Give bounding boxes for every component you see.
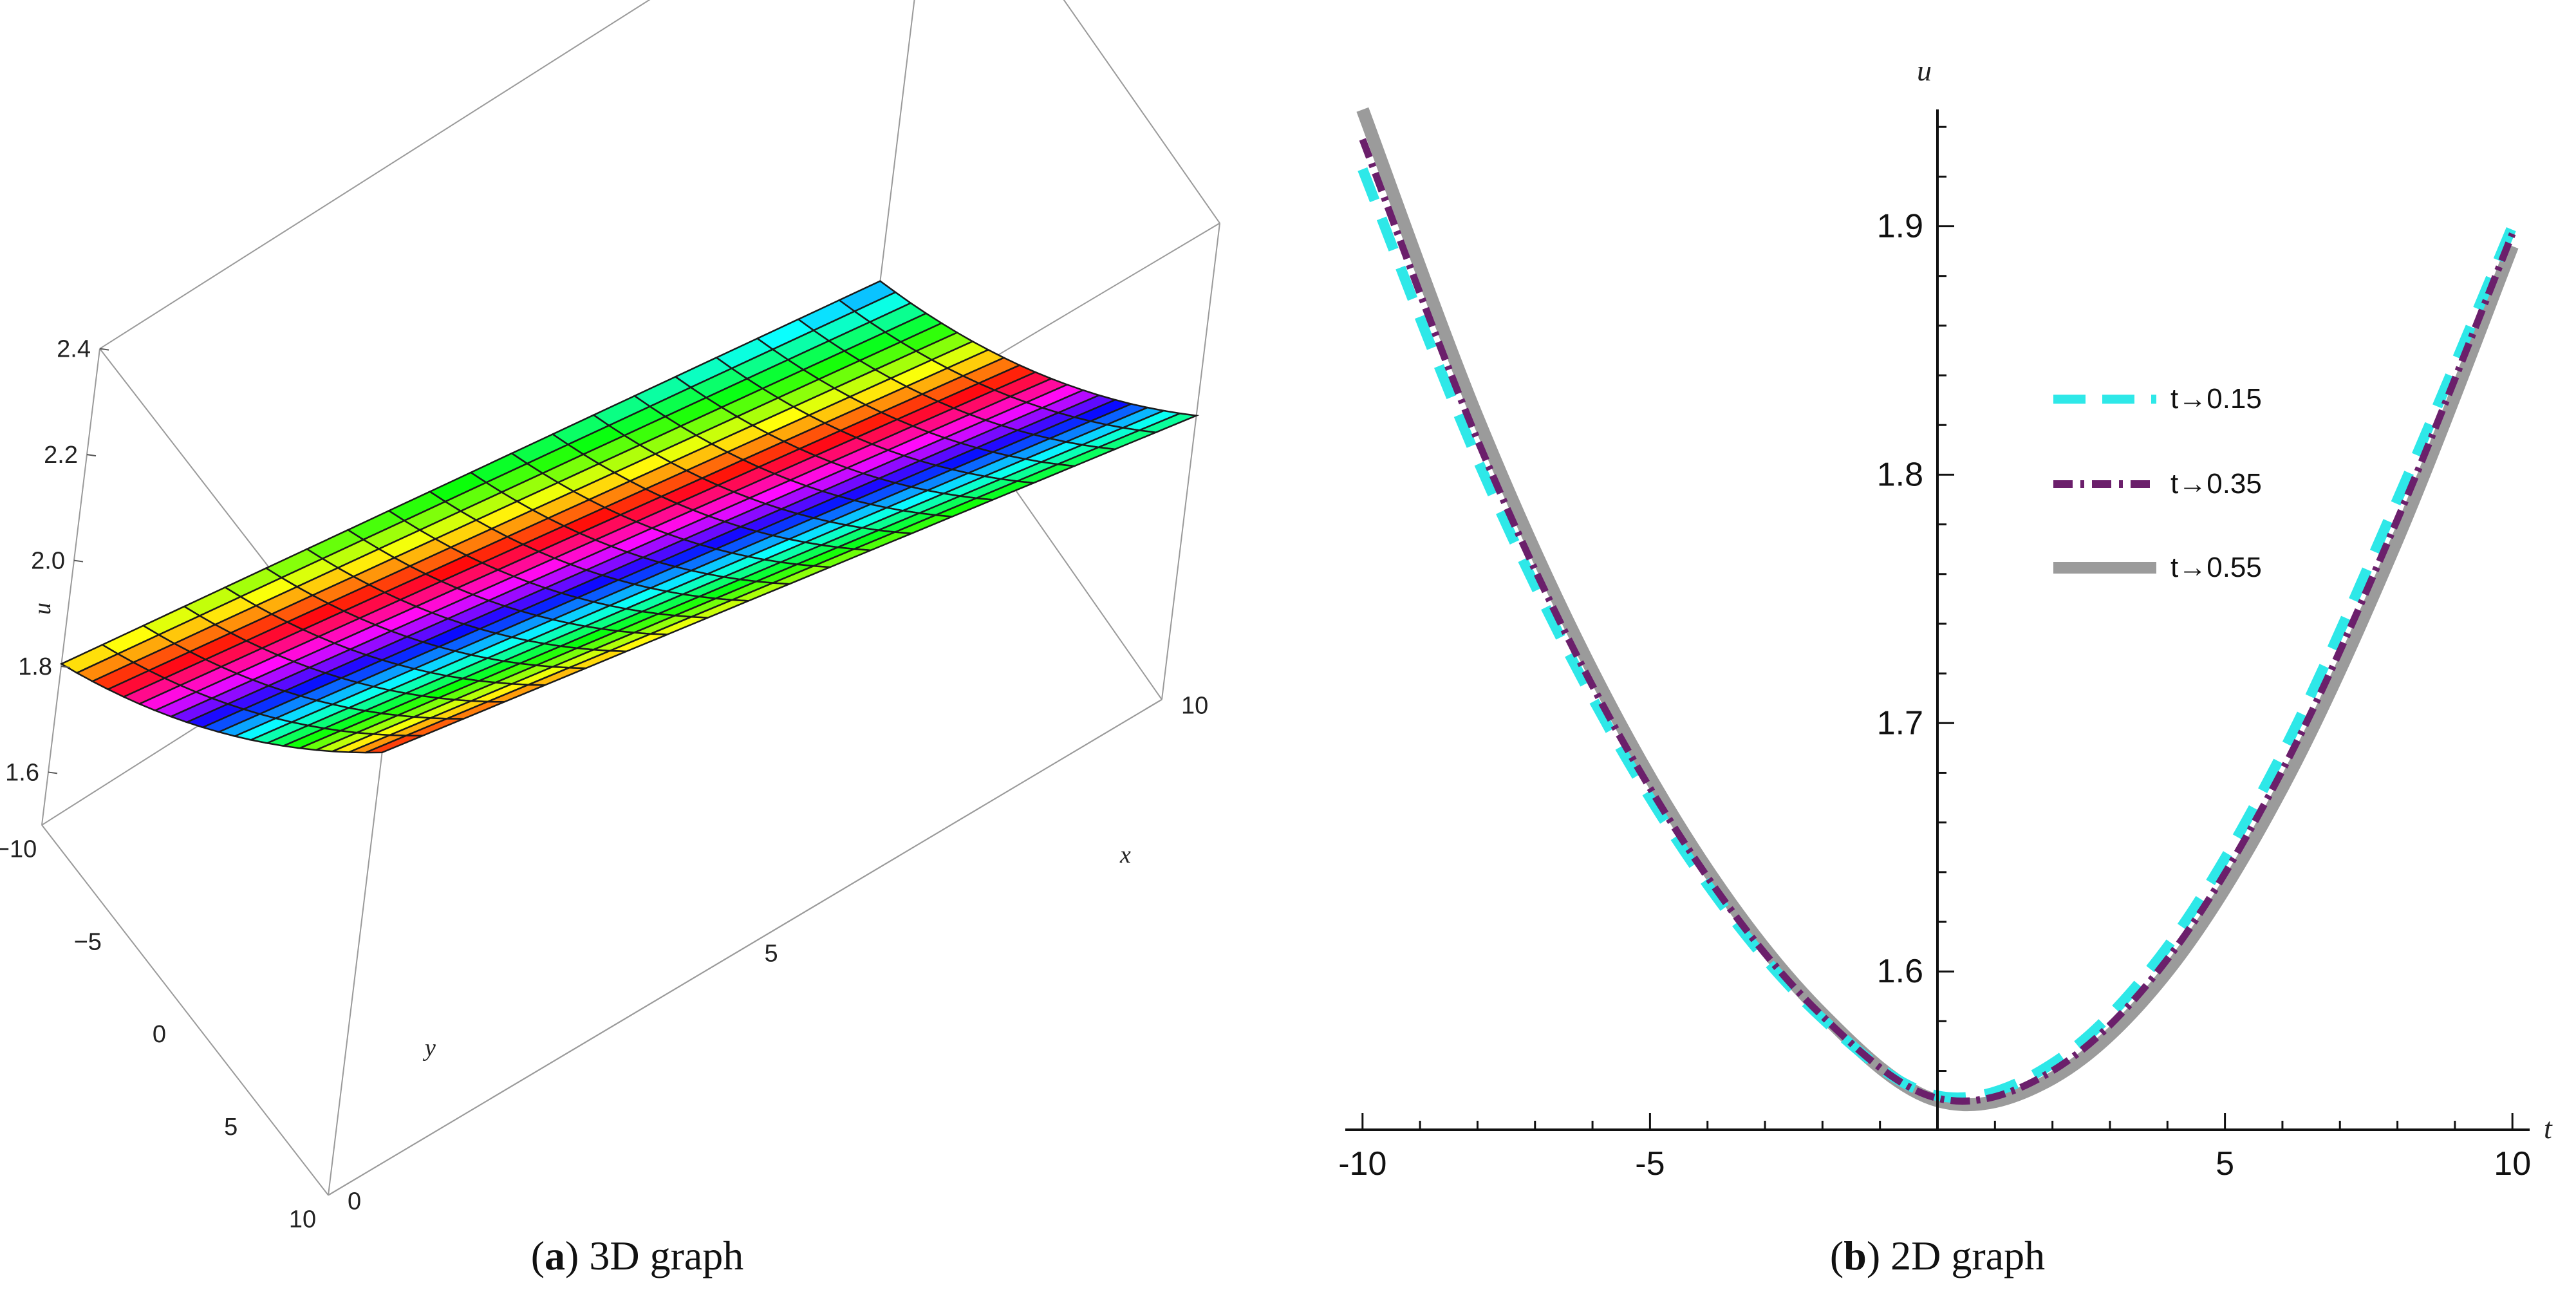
panel-3d-graph: 1.6 1.8 2.0 2.2 2.4 −10 −5 0 5 10 0 5 10 u y x xyxy=(0,0,1220,1233)
x-tick-label: 0 xyxy=(348,1188,361,1215)
z-tick-label: 2.0 xyxy=(31,548,65,575)
z-tick-label: 1.8 xyxy=(18,653,52,680)
box-edge-front xyxy=(328,698,1162,1196)
panel-2d-graph: -10 -5 5 10 1.6 1.7 1.8 1.9 u t t→0.15 t→0.35 t… xyxy=(1338,54,2553,1183)
legend-label-series-2: t→0.35 xyxy=(2170,468,2262,500)
y-tick-label: 0 xyxy=(153,1021,166,1048)
x-axis-name: t xyxy=(2544,1112,2553,1145)
legend-label-series-1: t→0.15 xyxy=(2170,383,2262,415)
z-axis-label: u xyxy=(29,603,56,615)
legend: t→0.15 t→0.35 t→0.55 xyxy=(2053,383,2262,583)
box-edge-vertical-a xyxy=(41,348,100,825)
y-tick-label: 1.7 xyxy=(1877,704,1923,742)
caption-a-text: 3D graph xyxy=(579,1233,743,1278)
x-tick-label: 5 xyxy=(2216,1145,2234,1183)
caption-b: (b) 2D graph xyxy=(1830,1233,2045,1278)
y-tick-label: −5 xyxy=(74,928,102,955)
y-tick-label: 1.9 xyxy=(1877,208,1923,245)
legend-label-series-3: t→0.55 xyxy=(2170,552,2262,583)
z-tick-label: 2.4 xyxy=(57,336,91,363)
x-tick-label: 10 xyxy=(1181,693,1208,720)
surface-cell xyxy=(365,735,424,754)
z-tick-mark xyxy=(99,348,109,351)
x-axis-label: x xyxy=(1119,841,1131,868)
box-edge-top-d xyxy=(99,0,651,350)
x-tick-label: 5 xyxy=(765,941,778,968)
z-tick-mark xyxy=(61,666,71,668)
x-tick-label: 10 xyxy=(2494,1145,2531,1183)
caption-a: (a) 3D graph xyxy=(531,1233,744,1278)
y-tick-label: 5 xyxy=(224,1114,238,1141)
z-tick-label: 1.6 xyxy=(5,759,39,786)
box-edge-top-c xyxy=(1063,0,1220,224)
x-tick-label: -10 xyxy=(1338,1145,1386,1183)
caption-a-label: a xyxy=(545,1233,565,1278)
box-edge-vertical-d xyxy=(878,0,915,294)
y-tick-label: 1.6 xyxy=(1877,953,1923,990)
z-tick-mark xyxy=(48,771,58,774)
axes-2d: -10 -5 5 10 1.6 1.7 1.8 1.9 xyxy=(1338,109,2531,1183)
box-edge-bottom-a xyxy=(41,825,329,1196)
axis-ticks-3d: 1.6 1.8 2.0 2.2 2.4 −10 −5 0 5 10 0 5 10 xyxy=(0,336,1208,1233)
y-axis-label: y xyxy=(422,1034,436,1062)
caption-b-label: b xyxy=(1843,1233,1867,1278)
x-tick-label: -5 xyxy=(1635,1145,1665,1183)
z-tick-mark xyxy=(86,454,97,457)
surface-plot xyxy=(59,280,1200,754)
z-tick-mark xyxy=(73,559,84,563)
caption-b-text: 2D graph xyxy=(1880,1233,2045,1278)
y-tick-label: 1.8 xyxy=(1877,456,1923,493)
z-tick-label: 2.2 xyxy=(44,442,78,469)
y-tick-label: −10 xyxy=(0,836,37,863)
bounding-box-front-edges xyxy=(328,698,1162,1196)
series-line-2 xyxy=(1359,138,2516,1105)
box-edge-vertical-c xyxy=(1161,223,1220,700)
y-axis-name: u xyxy=(1917,54,1932,87)
box-edge-vertical-b xyxy=(328,718,387,1195)
y-tick-label: 10 xyxy=(289,1206,316,1233)
